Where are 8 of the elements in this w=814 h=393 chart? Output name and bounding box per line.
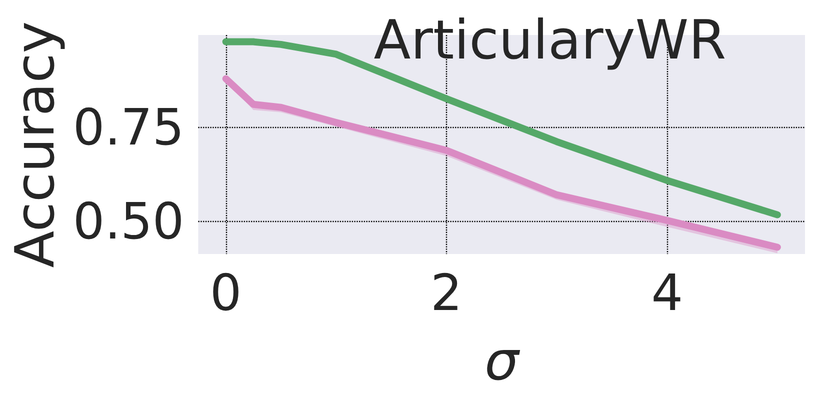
x-tick-label: 2 xyxy=(430,264,462,322)
x-axis-title: σ xyxy=(484,330,520,392)
y-tick-label: 0.50 xyxy=(72,192,184,251)
y-tick-label: 0.75 xyxy=(72,98,184,156)
chart-title: ArticularyWR xyxy=(374,8,726,72)
y-axis-title: Accuracy xyxy=(4,21,66,268)
x-tick-label: 4 xyxy=(651,264,684,322)
x-tick-label: 0 xyxy=(210,264,242,322)
